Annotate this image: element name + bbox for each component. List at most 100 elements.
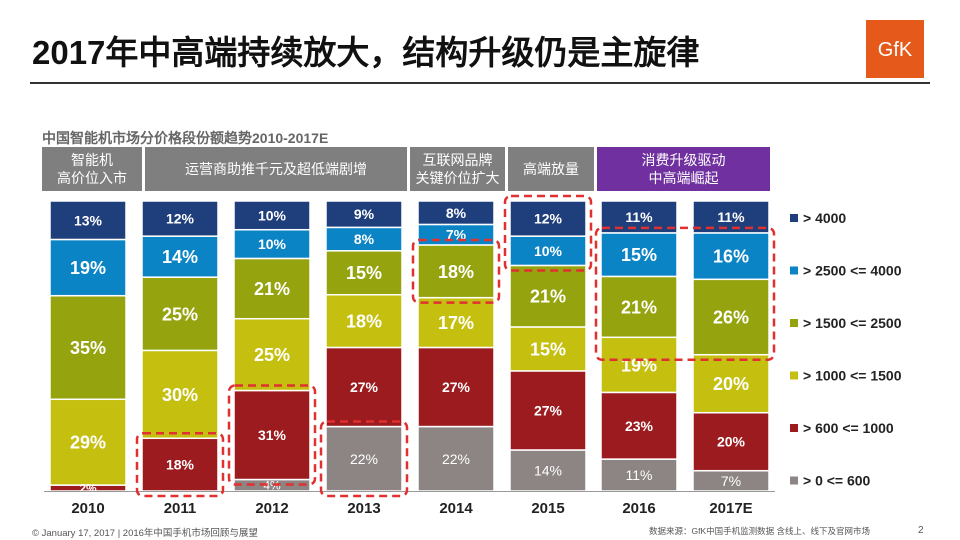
phase-label-upgrade: 消费升级驱动 中高端崛起	[597, 147, 770, 191]
data-label-2017e-1500-2500: 26%	[713, 307, 749, 327]
data-label-2016-0-600: 11%	[626, 467, 653, 483]
data-label-2011-1500-2500: 25%	[162, 304, 198, 324]
bar-segment-2017e-600-1000	[692, 411, 770, 472]
chart-title: 中国智能机市场分价格段份额趋势2010-2017E	[42, 130, 329, 146]
bar-segment-2013-600-1000	[325, 346, 403, 428]
highlight-box-1	[135, 432, 225, 498]
data-label-2013-2500-4000: 8%	[354, 231, 375, 247]
x-tick-label-2010: 2010	[71, 500, 104, 517]
data-label-2010-600-1000: 2%	[79, 481, 97, 495]
legend-label-4000: > 4000	[803, 210, 846, 226]
bar-segment-2010-4000	[49, 200, 127, 241]
data-label-2015-4000: 12%	[534, 211, 563, 227]
data-label-2013-1000-1500: 18%	[346, 312, 382, 332]
data-label-2012-0-600: 4%	[263, 479, 281, 493]
x-tick-label-2016: 2016	[622, 500, 655, 517]
x-tick-label-2017e: 2017E	[709, 500, 752, 517]
x-tick-label-2015: 2015	[531, 500, 564, 517]
highlight-box-2	[227, 384, 317, 486]
bar-segment-2012-2500-4000	[233, 228, 311, 260]
page-title: 2017年中高端持续放大，结构升级仍是主旋律	[32, 34, 700, 71]
data-label-2014-0-600: 22%	[442, 451, 470, 467]
bar-segment-2017e-1000-1500	[692, 353, 770, 414]
title-divider	[30, 82, 930, 84]
data-label-2014-1500-2500: 18%	[438, 262, 474, 282]
data-label-2010-2500-4000: 19%	[70, 258, 106, 278]
logo-text: GfK	[878, 39, 913, 61]
x-tick-label-2011: 2011	[164, 500, 197, 517]
phase-label-highend: 高端放量	[508, 147, 594, 191]
legend-label-1000-1500: > 1000 <= 1500	[803, 368, 902, 384]
bar-segment-2013-0-600	[325, 425, 403, 492]
gfk-logo: GfK	[866, 20, 924, 78]
data-label-2017e-2500-4000: 16%	[713, 247, 749, 267]
phase-header-row: 智能机 高价位入市 运营商助推千元及超低端剧增 互联网品牌 关键价位扩大 高端放…	[42, 147, 770, 191]
legend-label-0-600: > 0 <= 600	[803, 473, 871, 489]
bar-segment-2014-4000	[417, 200, 495, 226]
bar-segment-2011-4000	[141, 200, 219, 237]
bar-segment-2016-1500-2500	[600, 275, 678, 339]
data-label-2012-600-1000: 31%	[258, 427, 287, 443]
footer-copyright: © January 17, 2017 | 2016年中国手机市场回顾与展望	[32, 528, 258, 539]
data-label-2014-600-1000: 27%	[442, 379, 471, 395]
footer-source: 数据来源：GfK中国手机监测数据 含线上、线下及官网市场	[649, 526, 871, 536]
data-label-2012-1000-1500: 25%	[254, 345, 290, 365]
bar-segment-2012-1000-1500	[233, 317, 311, 392]
bar-segment-2016-2500-4000	[600, 232, 678, 278]
data-label-2015-0-600: 14%	[534, 463, 562, 479]
data-label-2013-0-600: 22%	[350, 451, 378, 467]
data-label-2014-1000-1500: 17%	[438, 313, 474, 333]
x-tick-label-2014: 2014	[439, 500, 473, 517]
data-label-2011-2500-4000: 14%	[162, 247, 198, 267]
bar-segment-2011-1000-1500	[141, 349, 219, 440]
bar-segment-2017e-4000	[692, 200, 770, 234]
legend-swatch-1500-2500	[790, 319, 798, 327]
phase-label-internet: 互联网品牌 关键价位扩大	[410, 147, 505, 191]
bar-segment-2013-4000	[325, 200, 403, 229]
data-label-2017e-4000: 11%	[717, 209, 745, 225]
bar-segment-2012-4000	[233, 200, 311, 231]
data-label-2017e-0-600: 7%	[721, 473, 741, 489]
data-label-2010-1500-2500: 35%	[70, 338, 106, 358]
highlight-box-4	[411, 238, 501, 304]
data-label-2016-2500-4000: 15%	[621, 245, 657, 265]
legend-label-1500-2500: > 1500 <= 2500	[803, 315, 902, 331]
bar-segment-2015-4000	[509, 200, 587, 237]
bar-segment-2011-600-1000	[141, 437, 219, 492]
page-number: 2	[918, 525, 924, 536]
bar-segment-2012-1500-2500	[233, 257, 311, 320]
bar-segment-2013-1000-1500	[325, 293, 403, 349]
legend-swatch-4000	[790, 214, 798, 222]
legend-swatch-0-600	[790, 476, 798, 485]
data-label-2017e-600-1000: 20%	[717, 434, 746, 450]
data-label-2010-1000-1500: 29%	[70, 433, 106, 453]
legend-swatch-600-1000	[790, 424, 798, 432]
bar-segment-2011-2500-4000	[141, 235, 219, 278]
bar-segment-2014-600-1000	[417, 346, 495, 428]
data-label-2010-4000: 13%	[74, 212, 103, 228]
data-label-2016-600-1000: 23%	[625, 418, 654, 434]
data-label-2012-2500-4000: 10%	[258, 236, 287, 252]
legend-label-600-1000: > 600 <= 1000	[803, 420, 894, 436]
data-label-2011-600-1000: 18%	[166, 457, 195, 473]
bar-segment-2011-1500-2500	[141, 276, 219, 352]
data-label-2016-4000: 11%	[625, 209, 653, 225]
data-label-2012-1500-2500: 21%	[254, 279, 290, 299]
data-label-2013-600-1000: 27%	[350, 379, 379, 395]
data-label-2015-1000-1500: 15%	[530, 339, 566, 359]
x-tick-label-2012: 2012	[255, 500, 288, 517]
data-label-2012-4000: 10%	[258, 207, 287, 223]
bar-segment-2016-4000	[600, 200, 678, 234]
bar-segment-2013-1500-2500	[325, 250, 403, 296]
highlight-box-6	[594, 226, 776, 361]
bar-segment-2017e-1500-2500	[692, 278, 770, 356]
data-label-2014-4000: 8%	[446, 205, 467, 221]
logo-background	[866, 20, 924, 78]
legend-swatch-2500-4000	[790, 266, 798, 275]
data-label-2013-4000: 9%	[354, 206, 375, 222]
bar-segment-2010-1000-1500	[49, 398, 127, 486]
bar-segment-2010-1500-2500	[49, 294, 127, 401]
data-label-2013-1500-2500: 15%	[346, 263, 382, 283]
data-label-2011-4000: 12%	[166, 211, 195, 227]
